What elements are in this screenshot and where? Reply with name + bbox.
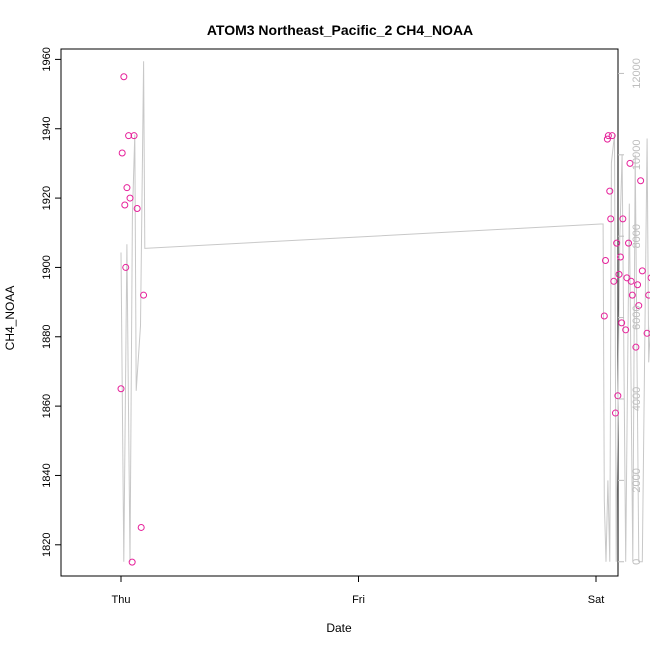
data-point — [603, 135, 611, 143]
data-point — [622, 326, 630, 334]
data-point — [133, 204, 141, 212]
chart-title: ATOM3 Northeast_Pacific_2 CH4_NOAA — [207, 22, 473, 38]
data-point — [628, 291, 636, 299]
data-point — [117, 385, 125, 393]
data-point — [625, 239, 633, 247]
y-tick-label: 1960 — [41, 47, 53, 71]
data-point — [607, 215, 615, 223]
y2-tick-label: 2000 — [631, 468, 643, 492]
data-point — [128, 558, 136, 566]
data-point — [647, 274, 650, 282]
data-point — [604, 132, 612, 140]
y2-tick-label: 10000 — [631, 140, 643, 171]
y2-tick-label: 12000 — [631, 58, 643, 89]
axes-layer: Thu Fri Sat 1820 1840 1860 1880 1900 1920 1940 196… — [41, 47, 643, 606]
y-tick-label: 1880 — [41, 325, 53, 349]
data-point — [606, 187, 614, 195]
y-tick-label: 1820 — [41, 533, 53, 557]
data-point — [626, 159, 634, 167]
y2-tick-label: 0 — [631, 559, 643, 565]
series-line — [120, 61, 650, 563]
y-tick-label: 1860 — [41, 394, 53, 418]
y2-tick-label: 4000 — [631, 387, 643, 411]
data-point — [614, 392, 622, 400]
data-point — [126, 194, 134, 202]
y-tick-label: 1900 — [41, 255, 53, 279]
x-tick-label: Sat — [588, 594, 605, 606]
data-point — [123, 184, 131, 192]
data-point — [643, 329, 650, 337]
data-point — [645, 291, 650, 299]
series-points-layer — [117, 73, 650, 566]
y2-tick-label: 6000 — [631, 305, 643, 329]
data-point — [627, 277, 635, 285]
y-axis-label: CH4_NOAA — [3, 286, 17, 351]
data-point — [600, 312, 608, 320]
data-point — [632, 343, 640, 351]
x-tick-label: Thu — [112, 594, 131, 606]
data-point — [137, 523, 145, 531]
y2-tick-label: 8000 — [631, 224, 643, 248]
x-tick-label: Fri — [352, 594, 365, 606]
data-point — [613, 239, 621, 247]
y-tick-label: 1840 — [41, 463, 53, 487]
plot-frame — [60, 48, 619, 577]
data-point — [637, 177, 645, 185]
data-point — [122, 263, 130, 271]
data-point — [634, 281, 642, 289]
y-tick-label: 1940 — [41, 117, 53, 141]
series-line-layer — [120, 61, 650, 563]
data-point — [611, 409, 619, 417]
data-point — [125, 132, 133, 140]
data-point — [120, 73, 128, 81]
y-tick-label: 1920 — [41, 186, 53, 210]
data-point — [635, 302, 643, 310]
data-point — [608, 132, 616, 140]
data-point — [638, 267, 646, 275]
x-axis-label: Date — [326, 621, 352, 635]
data-point — [616, 253, 624, 261]
data-point — [602, 256, 609, 264]
data-point — [618, 319, 626, 327]
data-point — [619, 215, 627, 223]
data-point — [130, 132, 138, 140]
data-point — [615, 270, 623, 278]
data-point — [121, 201, 129, 209]
data-point — [610, 277, 618, 285]
data-point — [623, 274, 631, 282]
data-point — [140, 291, 148, 299]
data-point — [118, 149, 126, 157]
